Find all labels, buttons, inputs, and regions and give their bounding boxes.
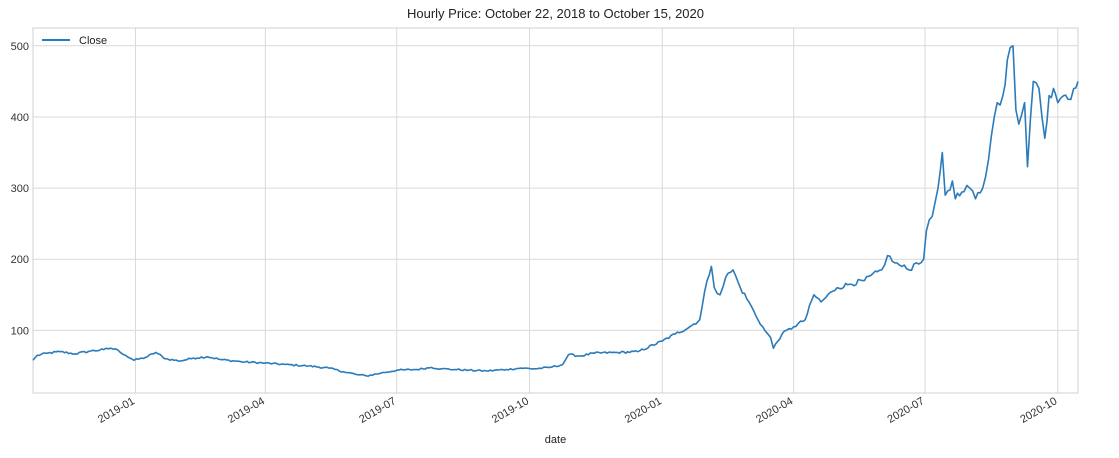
grid [33, 28, 1078, 393]
plot-frame [32, 27, 1079, 394]
y-tick-label: 500 [11, 41, 29, 53]
y-tick-label: 400 [11, 112, 29, 124]
y-tick-label: 200 [11, 254, 29, 266]
series-layer [32, 45, 1079, 377]
series-line-close [32, 45, 1079, 377]
legend-label-close: Close [79, 35, 107, 47]
y-tick-label: 300 [11, 183, 29, 195]
y-tick-label: 100 [11, 325, 29, 337]
legend: Close [42, 35, 107, 47]
x-axis-label: date [545, 434, 566, 446]
chart-title: Hourly Price: October 22, 2018 to Octobe… [407, 6, 704, 21]
